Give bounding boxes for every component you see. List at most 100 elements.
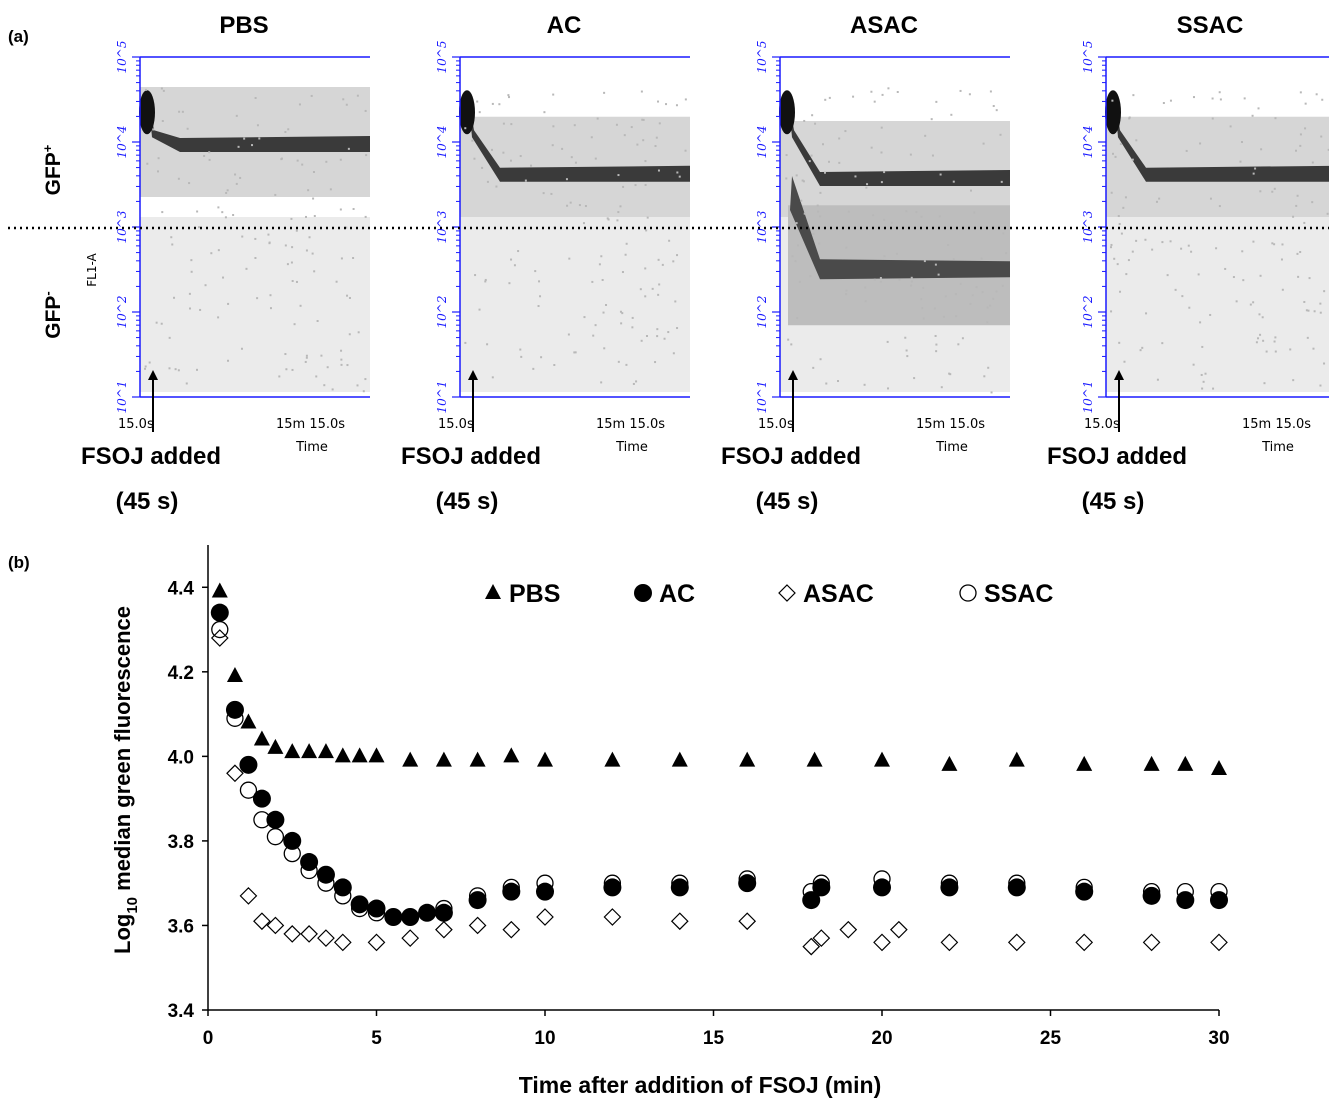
y-tick-label: 10^4	[115, 126, 129, 159]
event-dot	[1254, 167, 1257, 170]
event-dot	[990, 391, 993, 394]
data-point-pbs	[317, 743, 334, 759]
event-dot	[987, 366, 990, 369]
data-point-ac	[239, 755, 258, 774]
data-point-pbs	[301, 743, 318, 759]
event-dot	[865, 186, 868, 189]
gfp-positive-band	[468, 94, 690, 182]
event-dot	[144, 365, 147, 368]
event-dot	[305, 249, 308, 252]
event-dot	[1295, 204, 1298, 207]
event-dot	[1327, 148, 1329, 151]
data-point-asac	[1142, 933, 1161, 952]
event-dot	[837, 380, 840, 383]
gfp-negative-label: GFP-	[40, 291, 65, 339]
event-dot	[299, 304, 302, 307]
event-dot	[1117, 215, 1120, 218]
event-dot	[1125, 273, 1128, 276]
event-dot	[920, 215, 923, 218]
event-dot	[315, 375, 318, 378]
x-tick-label: 10	[534, 1028, 555, 1049]
legend-label: PBS	[509, 580, 560, 608]
data-point-asac	[435, 920, 453, 939]
event-dot	[640, 339, 643, 342]
data-point-ac	[418, 903, 437, 922]
event-dot	[304, 360, 307, 363]
event-dot	[1289, 348, 1292, 351]
event-dot	[190, 259, 193, 262]
event-dot	[534, 270, 537, 273]
event-dot	[1274, 336, 1277, 339]
event-dot	[188, 292, 191, 295]
data-point-ac	[1210, 891, 1228, 910]
event-dot	[484, 280, 487, 283]
event-dot	[217, 206, 220, 209]
event-dot	[486, 180, 489, 183]
event-dot	[656, 328, 659, 331]
event-dot	[819, 191, 822, 194]
legend-marker	[959, 584, 977, 602]
event-dot	[930, 118, 933, 121]
event-dot	[819, 358, 822, 361]
event-dot	[174, 368, 177, 371]
event-dot	[883, 255, 886, 258]
density-plot	[779, 87, 1010, 394]
data-point-pbs	[267, 738, 284, 754]
event-dot	[552, 125, 555, 128]
event-dot	[1161, 342, 1164, 345]
event-dot	[883, 171, 886, 174]
event-dot	[1313, 310, 1316, 313]
event-dot	[495, 185, 498, 188]
event-dot	[880, 181, 883, 184]
event-dot	[645, 229, 648, 232]
event-dot	[1111, 152, 1114, 155]
event-dot	[816, 204, 819, 207]
event-dot	[1299, 133, 1302, 136]
event-dot	[615, 123, 618, 126]
event-dot	[284, 353, 287, 356]
data-point-ac	[384, 908, 403, 926]
event-dot	[188, 182, 191, 185]
event-dot	[1299, 91, 1302, 94]
data-point-ac	[316, 865, 335, 884]
event-dot	[796, 317, 799, 320]
event-dot	[1281, 288, 1284, 291]
event-dot	[325, 160, 328, 163]
event-dot	[1296, 252, 1299, 255]
event-dot	[787, 338, 790, 341]
legend-item-ac: AC	[634, 580, 695, 608]
data-point-asac	[812, 929, 831, 947]
event-dot	[352, 208, 355, 211]
event-dot	[881, 93, 884, 96]
event-dot	[1263, 382, 1266, 385]
event-dot	[1259, 333, 1262, 336]
event-dot	[538, 280, 541, 283]
event-dot	[1201, 387, 1204, 390]
event-dot	[651, 287, 654, 290]
event-dot	[642, 139, 645, 142]
event-dot	[1323, 362, 1326, 365]
event-dot	[810, 154, 813, 157]
series-ac	[210, 603, 1228, 926]
event-dot	[1299, 144, 1302, 147]
event-dot	[795, 222, 798, 225]
x-tick-label: 0	[203, 1028, 214, 1049]
legend-label: AC	[659, 580, 695, 608]
event-dot	[824, 98, 827, 101]
event-dot	[566, 204, 569, 207]
y-tick-label: 10^2	[435, 296, 449, 329]
event-dot	[356, 384, 359, 387]
data-point-asac	[839, 920, 858, 939]
event-dot	[1002, 232, 1005, 235]
event-dot	[665, 103, 668, 106]
event-dot	[542, 192, 545, 195]
event-dot	[1141, 346, 1144, 349]
event-dot	[1162, 102, 1165, 105]
event-dot	[1323, 290, 1326, 293]
event-dot	[631, 326, 634, 329]
event-dot	[800, 199, 803, 202]
panel-title: AC	[547, 12, 582, 39]
svg-text:FL1-A: FL1-A	[85, 252, 99, 286]
event-dot	[968, 93, 971, 96]
event-dot	[915, 211, 918, 214]
